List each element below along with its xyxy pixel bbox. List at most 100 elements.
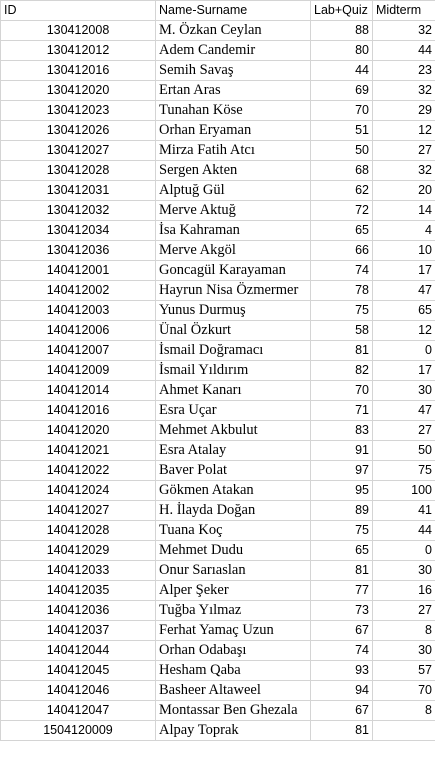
table-row: 130412028 Sergen Akten 68 32 [0,160,435,181]
student-id-cell: 130412032 [0,200,156,221]
student-id-cell: 130412012 [0,40,156,61]
midterm-cell: 16 [372,580,435,601]
student-name-cell: Hayrun Nisa Özmermer [155,280,311,301]
lab-quiz-cell: 44 [310,60,373,81]
midterm-cell: 8 [372,620,435,641]
lab-quiz-cell: 70 [310,100,373,121]
lab-quiz-cell: 70 [310,380,373,401]
midterm-cell: 27 [372,140,435,161]
midterm-cell: 32 [372,160,435,181]
lab-quiz-cell: 73 [310,600,373,621]
table-row: 140412024 Gökmen Atakan 95 100 [0,480,435,501]
student-id-cell: 140412014 [0,380,156,401]
student-name-cell: Esra Uçar [155,400,311,421]
lab-quiz-cell: 75 [310,520,373,541]
table-row: 140412016 Esra Uçar 71 47 [0,400,435,421]
table-row: 140412036 Tuğba Yılmaz 73 27 [0,600,435,621]
table-row: 130412012 Adem Candemir 80 44 [0,40,435,61]
student-name-cell: Mehmet Akbulut [155,420,311,441]
lab-quiz-cell: 81 [310,720,373,741]
lab-quiz-cell: 69 [310,80,373,101]
table-row: 1504120009 Alpay Toprak 81 [0,720,435,741]
midterm-cell: 100 [372,480,435,501]
student-name-cell: Adem Candemir [155,40,311,61]
student-name-cell: Onur Sarıaslan [155,560,311,581]
student-name-cell: Alptuğ Gül [155,180,311,201]
student-id-cell: 130412020 [0,80,156,101]
student-name-cell: Esra Atalay [155,440,311,461]
student-id-cell: 140412021 [0,440,156,461]
table-row: 140412033 Onur Sarıaslan 81 30 [0,560,435,581]
lab-quiz-cell: 75 [310,300,373,321]
table-row: 130412026 Orhan Eryaman 51 12 [0,120,435,141]
midterm-cell: 12 [372,120,435,141]
student-id-cell: 140412037 [0,620,156,641]
student-name-cell: Yunus Durmuş [155,300,311,321]
student-name-cell: Basheer Altaweel [155,680,311,701]
lab-quiz-cell: 81 [310,560,373,581]
student-name-cell: Ferhat Yamaç Uzun [155,620,311,641]
midterm-cell: 44 [372,40,435,61]
table-row: 140412007 İsmail Doğramacı 81 0 [0,340,435,361]
student-name-cell: Tunahan Köse [155,100,311,121]
table-row: 130412008 M. Özkan Ceylan 88 32 [0,20,435,41]
midterm-cell: 75 [372,460,435,481]
student-name-cell: Alpay Toprak [155,720,311,741]
student-name-cell: İsmail Doğramacı [155,340,311,361]
table-row: 140412001 Goncagül Karayaman 74 17 [0,260,435,281]
midterm-cell: 47 [372,280,435,301]
lab-quiz-cell: 97 [310,460,373,481]
student-name-cell: Hesham Qaba [155,660,311,681]
student-id-cell: 140412003 [0,300,156,321]
table-row: 130412031 Alptuğ Gül 62 20 [0,180,435,201]
table-row: 130412027 Mirza Fatih Atcı 50 27 [0,140,435,161]
midterm-cell: 41 [372,500,435,521]
lab-quiz-cell: 80 [310,40,373,61]
student-id-cell: 140412024 [0,480,156,501]
student-name-cell: Semih Savaş [155,60,311,81]
column-header-lab-quiz: Lab+Quiz [310,0,373,21]
table-row: 140412014 Ahmet Kanarı 70 30 [0,380,435,401]
midterm-cell: 65 [372,300,435,321]
student-name-cell: Ünal Özkurt [155,320,311,341]
student-name-cell: Orhan Eryaman [155,120,311,141]
lab-quiz-cell: 72 [310,200,373,221]
table-row: 140412037 Ferhat Yamaç Uzun 67 8 [0,620,435,641]
student-id-cell: 140412035 [0,580,156,601]
midterm-cell: 47 [372,400,435,421]
lab-quiz-cell: 77 [310,580,373,601]
student-id-cell: 140412036 [0,600,156,621]
student-name-cell: M. Özkan Ceylan [155,20,311,41]
midterm-cell: 8 [372,700,435,721]
grades-table: ID Name-Surname Lab+Quiz Midterm 1304120… [0,0,435,741]
lab-quiz-cell: 65 [310,220,373,241]
lab-quiz-cell: 67 [310,620,373,641]
student-id-cell: 140412047 [0,700,156,721]
student-id-cell: 130412034 [0,220,156,241]
lab-quiz-cell: 95 [310,480,373,501]
student-name-cell: İsmail Yıldırım [155,360,311,381]
table-row: 140412009 İsmail Yıldırım 82 17 [0,360,435,381]
student-id-cell: 130412008 [0,20,156,41]
table-row: 130412034 İsa Kahraman 65 4 [0,220,435,241]
student-name-cell: Sergen Akten [155,160,311,181]
student-name-cell: Goncagül Karayaman [155,260,311,281]
student-name-cell: Gökmen Atakan [155,480,311,501]
lab-quiz-cell: 51 [310,120,373,141]
student-name-cell: Montassar Ben Ghezala [155,700,311,721]
midterm-cell: 20 [372,180,435,201]
lab-quiz-cell: 83 [310,420,373,441]
table-row: 140412002 Hayrun Nisa Özmermer 78 47 [0,280,435,301]
table-row: 130412023 Tunahan Köse 70 29 [0,100,435,121]
table-row: 130412036 Merve Akgöl 66 10 [0,240,435,261]
student-id-cell: 130412027 [0,140,156,161]
student-name-cell: Alper Şeker [155,580,311,601]
student-id-cell: 140412016 [0,400,156,421]
lab-quiz-cell: 81 [310,340,373,361]
student-id-cell: 140412009 [0,360,156,381]
midterm-cell: 23 [372,60,435,81]
student-id-cell: 140412033 [0,560,156,581]
student-name-cell: Tuğba Yılmaz [155,600,311,621]
student-id-cell: 140412029 [0,540,156,561]
student-id-cell: 140412006 [0,320,156,341]
